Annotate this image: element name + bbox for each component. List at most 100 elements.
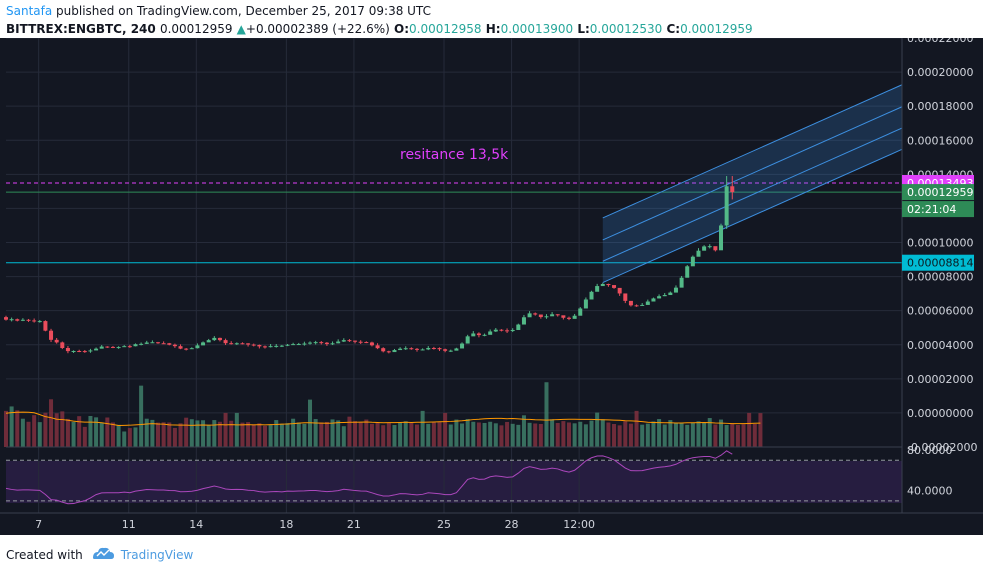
volume-bar <box>719 419 724 447</box>
candle-body <box>443 349 448 351</box>
candle-body <box>471 333 476 337</box>
author-link[interactable]: Santafa <box>6 4 53 18</box>
candle-body <box>285 344 290 346</box>
volume-bar <box>60 411 65 447</box>
volume-bar <box>623 421 628 447</box>
regression-channel-line <box>602 148 903 284</box>
candle-body <box>499 329 504 331</box>
volume-bar <box>690 422 695 447</box>
high-label: H: <box>485 22 501 36</box>
candle-body <box>15 319 20 321</box>
candle-body <box>262 346 267 348</box>
candle-body <box>555 314 560 316</box>
volume-bar <box>662 424 667 447</box>
volume-bar <box>471 421 476 447</box>
candle-body <box>347 340 352 342</box>
tradingview-logo-icon[interactable] <box>91 546 115 563</box>
price-chart[interactable]: 0.00022000 0.00020000 0.00018000 0.00016000… <box>0 38 983 535</box>
volume-bar <box>313 419 318 447</box>
candle-body <box>9 319 14 321</box>
candle-body <box>43 321 48 331</box>
candle-body <box>77 350 82 352</box>
candle-body <box>612 285 617 288</box>
volume-bar <box>257 423 262 447</box>
candle-body <box>719 225 724 251</box>
candle-body <box>144 342 149 344</box>
volume-bar <box>482 422 487 447</box>
candle-body <box>482 334 487 336</box>
volume-bar <box>172 427 177 447</box>
candle-body <box>544 316 549 318</box>
candle-body <box>640 304 645 306</box>
candle-body <box>54 339 59 343</box>
candle-body <box>606 283 611 286</box>
volume-bar <box>139 385 144 447</box>
candle-body <box>623 293 628 301</box>
volume-bar <box>285 423 290 447</box>
candle-body <box>313 342 318 344</box>
volume-bar <box>679 422 684 447</box>
y-tick-label: 0.00004000 <box>907 339 973 352</box>
candle-body <box>431 347 436 349</box>
volume-bar <box>65 418 70 447</box>
candle-body <box>49 330 54 340</box>
candle-body <box>308 342 313 344</box>
candle-body <box>381 348 386 352</box>
low-label: L: <box>577 22 590 36</box>
candle-body <box>398 348 403 351</box>
volume-bar <box>572 423 577 447</box>
volume-bar <box>612 423 617 447</box>
candle-body <box>26 319 31 321</box>
volume-bar <box>49 399 54 447</box>
candle-body <box>516 324 521 331</box>
volume-ma-line <box>5 411 761 427</box>
y-tick-label: 0.00010000 <box>907 237 973 250</box>
volume-bar <box>144 418 149 447</box>
candle-body <box>460 343 465 349</box>
candle-body <box>358 341 363 343</box>
volume-bar <box>752 423 757 447</box>
support-price-tag: 0.00008814 <box>907 257 973 270</box>
volume-bar <box>735 425 740 447</box>
candle-body <box>229 343 234 345</box>
candle-body <box>184 348 189 350</box>
volume-bar <box>431 422 436 447</box>
volume-bar <box>212 420 217 447</box>
volume-bar <box>77 416 82 447</box>
candle-body <box>392 350 397 353</box>
candle-body <box>488 331 493 335</box>
volume-bar <box>116 424 121 447</box>
tradingview-link[interactable]: TradingView <box>120 547 194 562</box>
last-price: 0.00012959 <box>159 22 233 36</box>
volume-bar <box>217 421 222 447</box>
candle-body <box>567 317 571 319</box>
volume-bar <box>88 415 93 447</box>
candle-body <box>178 346 183 349</box>
resistance-annotation[interactable]: resitance 13,5k <box>400 147 509 163</box>
volume-bar <box>302 423 307 447</box>
rsi-band-fill <box>6 461 902 503</box>
candle-body <box>4 317 8 320</box>
candle-body <box>105 346 110 348</box>
x-tick-label: 14 <box>189 518 203 531</box>
volume-bar <box>9 406 14 447</box>
candle-body <box>37 321 42 323</box>
candle-body <box>634 305 639 307</box>
candle-body <box>291 344 296 346</box>
candle-body <box>595 286 600 292</box>
volume-bar <box>358 421 363 447</box>
candle-body <box>133 344 138 347</box>
volume-bar <box>730 423 735 447</box>
candle-body <box>426 347 431 350</box>
candle-body <box>724 186 729 226</box>
volume-bar <box>167 422 172 447</box>
candle-body <box>268 346 273 348</box>
volume-bar <box>274 420 279 447</box>
volume-bar <box>403 421 408 447</box>
volume-bar <box>381 425 386 447</box>
candle-body <box>336 341 341 344</box>
candle-body <box>82 351 87 353</box>
volume-bar <box>595 412 600 447</box>
volume-bar <box>567 422 571 447</box>
created-with-text: Created with <box>6 547 83 562</box>
